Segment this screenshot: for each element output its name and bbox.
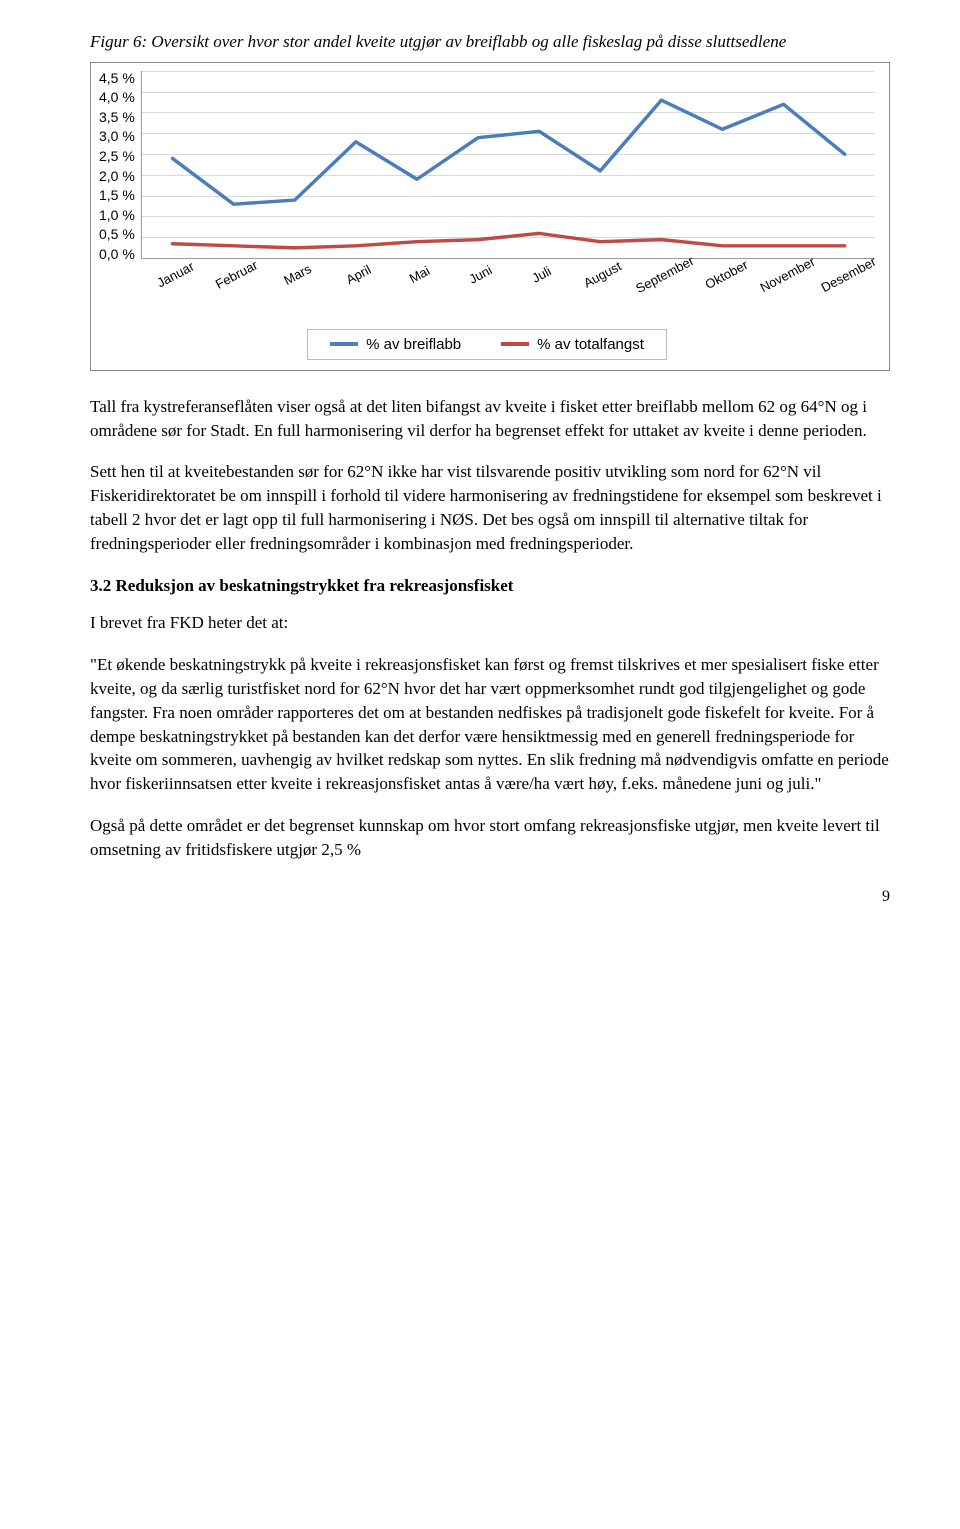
xtick-label: November [757,253,829,317]
series-totalfangst [172,233,844,247]
x-axis: Januar Februar Mars April Mai Juni Juli … [141,261,875,301]
xtick-label: Desember [818,253,890,317]
chart-legend: % av breiflabb % av totalfangst [307,329,667,360]
legend-swatch-icon [501,342,529,346]
ytick-label: 2,5 % [99,149,135,163]
legend-label: % av breiflabb [366,334,461,355]
body-paragraph: Tall fra kystreferanseflåten viser også … [90,395,890,443]
chart-svg [142,71,875,258]
legend-item: % av breiflabb [330,334,461,355]
section-heading: 3.2 Reduksjon av beskatningstrykket fra … [90,574,890,598]
page-number: 9 [90,886,890,908]
xtick-label: April [327,253,399,317]
legend-label: % av totalfangst [537,334,644,355]
ytick-label: 4,5 % [99,71,135,85]
figure-caption: Figur 6: Oversikt over hvor stor andel k… [90,30,890,54]
xtick-label: Mars [266,253,338,317]
xtick-label: Juni [449,253,521,317]
xtick-label: Oktober [696,253,768,317]
body-paragraph: I brevet fra FKD heter det at: [90,611,890,635]
plot-area [141,71,875,259]
body-paragraph: Også på dette området er det begrenset k… [90,814,890,862]
ytick-label: 0,0 % [99,247,135,261]
xtick-label: Juli [510,253,582,317]
ytick-label: 1,0 % [99,208,135,222]
xtick-label: Mai [388,253,460,317]
legend-item: % av totalfangst [501,334,644,355]
quote-paragraph: "Et økende beskatningstrykk på kveite i … [90,653,890,796]
ytick-label: 1,5 % [99,188,135,202]
ytick-label: 3,5 % [99,110,135,124]
series-breiflabb [172,100,844,204]
ytick-label: 4,0 % [99,90,135,104]
xtick-label: Februar [205,253,277,317]
xtick-label: Januar [144,253,216,317]
xtick-label: September [632,252,707,317]
body-paragraph: Sett hen til at kveitebestanden sør for … [90,460,890,555]
xtick-label: August [571,253,643,317]
ytick-label: 3,0 % [99,129,135,143]
legend-swatch-icon [330,342,358,346]
y-axis: 4,5 % 4,0 % 3,5 % 3,0 % 2,5 % 2,0 % 1,5 … [99,71,141,261]
ytick-label: 0,5 % [99,227,135,241]
line-chart: 4,5 % 4,0 % 3,5 % 3,0 % 2,5 % 2,0 % 1,5 … [90,62,890,371]
ytick-label: 2,0 % [99,169,135,183]
